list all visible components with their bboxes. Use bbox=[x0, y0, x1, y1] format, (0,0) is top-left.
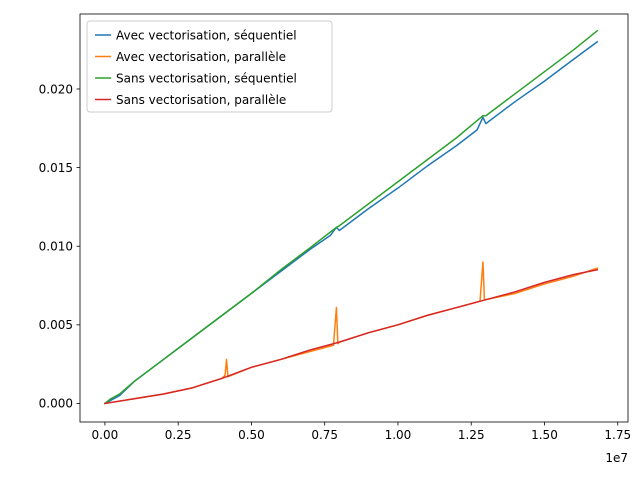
x-tick-label: 0.75 bbox=[311, 428, 338, 442]
legend-label-0: Avec vectorisation, séquentiel bbox=[116, 28, 297, 42]
series-layer bbox=[103, 29, 599, 405]
x-tick-label: 1.50 bbox=[531, 428, 558, 442]
x-tick-label: 1.25 bbox=[458, 428, 485, 442]
series-line-3 bbox=[104, 268, 599, 405]
legend-entries: Avec vectorisation, séquentiel Avec vecto… bbox=[95, 28, 297, 107]
legend-frame bbox=[86, 20, 333, 113]
y-tick-label: 0.020 bbox=[39, 82, 73, 96]
x-tick-label: 1.00 bbox=[385, 428, 412, 442]
x-axis: 0.00 0.25 0.50 0.75 1.00 1.25 1.50 1.75 bbox=[92, 422, 631, 442]
x-tick-label: 0.25 bbox=[165, 428, 192, 442]
y-tick-label: 0.005 bbox=[39, 318, 73, 332]
y-tick-label: 0.015 bbox=[39, 161, 73, 175]
y-tick-label: 0.010 bbox=[39, 240, 73, 254]
axes-frame bbox=[79, 13, 629, 423]
legend: Avec vectorisation, séquentiel Avec vecto… bbox=[86, 20, 333, 113]
legend-label-1: Avec vectorisation, parallèle bbox=[116, 50, 286, 64]
x-axis-offset-label: 1e7 bbox=[605, 451, 628, 465]
series-line-2 bbox=[103, 29, 599, 405]
x-tick-label: 0.00 bbox=[92, 428, 119, 442]
legend-label-3: Sans vectorisation, parallèle bbox=[116, 93, 286, 107]
legend-label-2: Sans vectorisation, séquentiel bbox=[116, 71, 297, 85]
x-tick-label: 0.50 bbox=[238, 428, 265, 442]
y-axis: 0.000 0.005 0.010 0.015 0.020 bbox=[39, 82, 80, 411]
x-tick-label: 1.75 bbox=[604, 428, 631, 442]
y-tick-label: 0.000 bbox=[39, 397, 73, 411]
